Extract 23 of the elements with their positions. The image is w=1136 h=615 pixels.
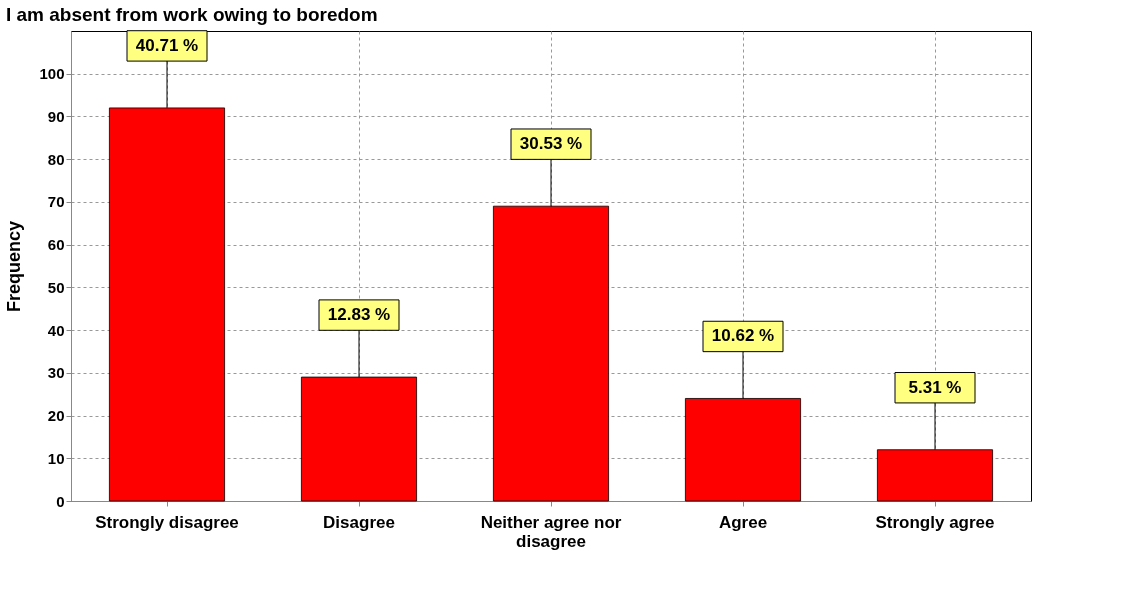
- y-tick-label: 50: [47, 278, 65, 296]
- y-tick-label: 0: [56, 492, 65, 510]
- x-tick-label: Disagree: [323, 512, 395, 532]
- y-axis-title: Frequency: [4, 220, 25, 313]
- y-tick-label: 80: [47, 150, 65, 168]
- x-tick-label: Neither agree nor disagree: [480, 512, 622, 551]
- y-tick-label: 20: [47, 407, 65, 425]
- x-tick-label: Agree: [718, 512, 768, 532]
- x-tick-label: Strongly disagree: [95, 512, 239, 532]
- y-tick-label: 90: [47, 107, 65, 125]
- annotation: 10.62 %: [711, 326, 775, 346]
- annotation: 40.71 %: [135, 35, 199, 55]
- y-tick-label: 100: [39, 65, 65, 83]
- y-tick-label: 60: [47, 236, 65, 254]
- y-tick-label: 40: [47, 321, 65, 339]
- y-tick-label: 30: [47, 364, 65, 382]
- chart-title: I am absent from work owing to boredom: [5, 3, 378, 25]
- annotation: 12.83 %: [327, 305, 391, 325]
- x-tick-label: Strongly agree: [875, 512, 995, 532]
- annotation: 30.53 %: [519, 134, 583, 154]
- y-tick-label: 10: [47, 449, 65, 467]
- y-tick-label: 70: [47, 193, 65, 211]
- annotation: 5.31 %: [908, 377, 962, 397]
